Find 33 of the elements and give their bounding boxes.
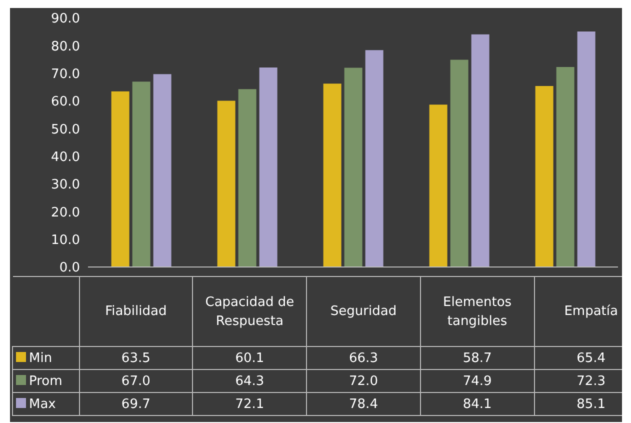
data-label: 85.1 <box>576 396 607 414</box>
y-tick-label: 80.0 <box>51 39 80 54</box>
data-label: 58.7 <box>420 346 534 370</box>
data-label: 78.4 <box>306 392 420 416</box>
data-label: 72.3 <box>576 372 607 390</box>
data-label: 65.4 <box>576 350 607 368</box>
data-label: 69.7 <box>79 392 193 416</box>
y-tick-label: 60.0 <box>51 94 80 110</box>
legend-label: Min <box>12 346 79 370</box>
y-tick-label: 20.0 <box>51 205 80 220</box>
y-tick-label: 90.0 <box>51 12 80 27</box>
y-tick-label: 70.0 <box>51 66 80 82</box>
data-label: 64.3 <box>192 370 307 392</box>
x-tick-label: Empatía <box>563 303 619 321</box>
data-label: 66.3 <box>306 346 420 370</box>
legend-label: Prom <box>12 370 79 392</box>
data-label: 72.0 <box>306 370 420 392</box>
x-tick-label: Elementos tangibles <box>420 276 534 346</box>
y-tick-label: 10.0 <box>51 232 80 248</box>
data-label: 74.9 <box>420 370 534 392</box>
data-label: 84.1 <box>420 392 534 416</box>
legend-label: Max <box>12 392 79 416</box>
y-tick-label: 30.0 <box>51 178 80 193</box>
x-tick-label: Fiabilidad <box>79 276 193 346</box>
y-tick-label: 0.0 <box>59 260 80 276</box>
y-tick-label: 50.0 <box>51 122 80 138</box>
x-tick-label: Seguridad <box>306 276 420 346</box>
data-label: 72.1 <box>192 392 307 416</box>
data-label: 67.0 <box>79 370 193 392</box>
data-label: 60.1 <box>192 346 307 370</box>
y-tick-label: 40.0 <box>51 150 80 165</box>
data-label: 63.5 <box>79 346 193 370</box>
x-tick-label: Capacidad de Respuesta <box>192 276 307 346</box>
